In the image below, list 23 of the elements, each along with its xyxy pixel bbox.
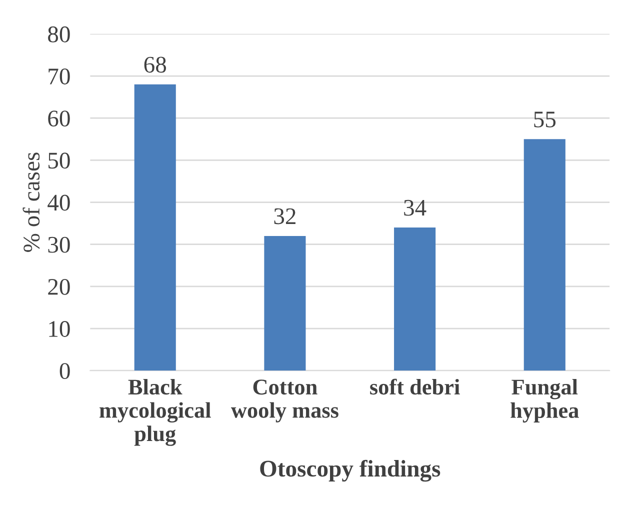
- x-axis-title: Otoscopy findings: [260, 460, 440, 482]
- y-tick-label: 0: [60, 363, 70, 380]
- y-tick-label: 50: [48, 152, 70, 169]
- y-tick-label: 70: [48, 68, 70, 84]
- data-label: 68: [144, 56, 166, 73]
- x-tick-label: Black mycological plug: [100, 378, 211, 446]
- data-label: 32: [274, 208, 296, 224]
- y-tick-label: 20: [48, 278, 70, 295]
- x-tick-label: Cotton wooly mass: [231, 380, 338, 422]
- x-tick-label: Fungal hyphea: [510, 378, 579, 423]
- y-tick-label: 80: [48, 26, 70, 42]
- y-tick-label: 40: [48, 194, 70, 211]
- bar: [264, 236, 306, 371]
- bar: [394, 228, 436, 371]
- y-tick-label: 10: [49, 321, 70, 337]
- data-label: 55: [534, 112, 556, 128]
- y-tick-label: 30: [48, 236, 70, 253]
- bar: [524, 139, 566, 371]
- bar: [134, 84, 176, 371]
- data-label: 34: [404, 200, 426, 216]
- x-tick-label: soft debri: [370, 378, 460, 395]
- y-tick-label: 60: [48, 110, 70, 127]
- y-axis-title: % of cases: [22, 152, 40, 252]
